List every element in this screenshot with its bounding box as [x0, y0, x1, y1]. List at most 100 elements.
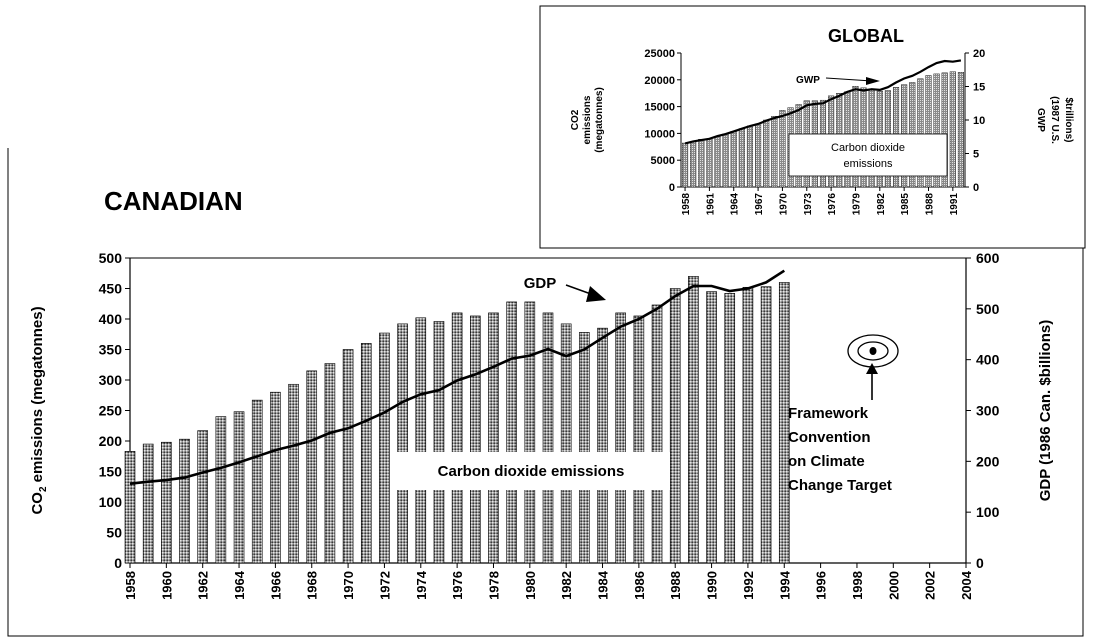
global-x-tick-label: 1958 [681, 193, 692, 216]
x-tick-label: 2002 [923, 571, 938, 600]
emission-bar [379, 332, 390, 564]
global-emission-bar [933, 73, 940, 188]
y-tick-label: 500 [99, 250, 123, 266]
global-y-axis-label-line: CO2 [570, 109, 581, 130]
y-tick-label: 300 [99, 372, 123, 388]
global-emission-bar [682, 142, 689, 188]
x-tick-label: 1958 [123, 571, 138, 600]
target-label-line: Change Target [788, 477, 892, 494]
gwp-arrowhead [866, 77, 880, 85]
global-emission-bar [941, 72, 948, 188]
global-y-tick-label: 15000 [644, 102, 675, 114]
global-emission-bar [755, 123, 762, 188]
global-emission-bar [746, 125, 754, 188]
global-emission-bar [698, 139, 705, 188]
x-tick-label: 1960 [159, 571, 174, 600]
global-y2-axis-label-line: $trillions) [1063, 97, 1074, 142]
emission-bar [270, 391, 281, 564]
x-tick-label: 1998 [850, 571, 865, 600]
global-emission-bar [690, 141, 697, 188]
global-emission-bar [925, 75, 932, 188]
y2-tick-label: 500 [976, 301, 1000, 317]
x-tick-label: 2004 [959, 570, 974, 600]
y-tick-label: 400 [99, 311, 123, 327]
emission-bar [651, 304, 663, 564]
y-tick-label: 250 [99, 403, 123, 419]
x-tick-label: 1970 [341, 571, 356, 600]
global-y-axis-label-line: emissions [582, 95, 593, 144]
emission-bar [615, 312, 626, 564]
global-emission-bar [763, 119, 770, 188]
global-emission-bar [738, 128, 745, 188]
emission-bar [251, 399, 263, 564]
x-tick-label: 1982 [559, 571, 574, 600]
global-y2-tick-label: 15 [973, 82, 985, 94]
global-emission-bar [714, 136, 721, 188]
global-y-tick-label: 0 [669, 182, 675, 194]
global-emission-bar [779, 110, 786, 188]
target-label-line: Convention [788, 429, 871, 446]
y2-tick-label: 0 [976, 555, 984, 571]
global-y2-tick-label: 5 [973, 149, 979, 161]
x-tick-label: 1986 [632, 571, 647, 600]
y-tick-label: 350 [99, 342, 123, 358]
y-axis-label: CO2 emissions (megatonnes) [29, 306, 49, 514]
x-tick-label: 1978 [486, 571, 501, 600]
x-tick-label: 2000 [886, 571, 901, 600]
emission-bar [688, 275, 699, 564]
emission-bar [397, 323, 408, 564]
global-emission-bar [949, 71, 956, 188]
emission-bar [179, 438, 190, 564]
emission-bar [161, 441, 172, 564]
x-tick-label: 1972 [377, 571, 392, 600]
emission-bar [470, 315, 481, 564]
x-tick-label: 1974 [414, 570, 429, 600]
emission-bar [142, 443, 154, 564]
x-tick-label: 1962 [196, 571, 211, 600]
y2-tick-label: 200 [976, 453, 1000, 469]
global-y-tick-label: 20000 [644, 75, 675, 87]
target-center-dot [869, 347, 877, 355]
global-x-tick-label: 1970 [778, 193, 789, 216]
global-x-tick-label: 1979 [851, 193, 862, 216]
x-tick-label: 1990 [705, 571, 720, 600]
emission-bar [524, 301, 536, 564]
global-x-tick-label: 1976 [827, 193, 838, 216]
emission-bar [760, 286, 772, 564]
global-x-tick-label: 1964 [730, 193, 741, 216]
global-y2-axis-label-line: (1987 U.S. [1049, 96, 1060, 144]
global-y2-axis-label-line: GWP [1035, 108, 1046, 132]
y2-axis-label: GDP (1986 Can. $billions) [1037, 320, 1054, 501]
canadian-title: CANADIAN [104, 186, 243, 216]
emission-bar [724, 293, 736, 564]
global-y-tick-label: 25000 [644, 48, 675, 60]
emission-bar [124, 451, 136, 564]
gdp-label: GDP [524, 275, 557, 292]
global-x-tick-label: 1967 [754, 193, 765, 216]
global-title: GLOBAL [828, 26, 904, 46]
emission-bar [324, 363, 336, 564]
x-tick-label: 1992 [741, 571, 756, 600]
y-tick-label: 200 [99, 433, 123, 449]
global-emission-bar [957, 72, 964, 188]
global-x-tick-label: 1961 [705, 193, 716, 216]
global-y2-tick-label: 20 [973, 48, 985, 60]
global-emission-bar [917, 78, 924, 188]
emission-bar [560, 323, 572, 564]
emission-bar [415, 317, 427, 564]
x-tick-label: 1988 [668, 571, 683, 600]
emission-bar [506, 301, 517, 564]
bar-label-box [392, 452, 670, 490]
global-x-tick-label: 1988 [924, 193, 935, 216]
emission-bar [342, 349, 354, 564]
global-bar-label-line: Carbon dioxide [831, 142, 905, 154]
emission-bar [597, 327, 608, 564]
emission-bar [633, 315, 645, 564]
emission-bar [306, 370, 318, 564]
x-tick-label: 1984 [596, 570, 611, 600]
gwp-arrow-line [825, 77, 873, 82]
y2-tick-label: 600 [976, 250, 1000, 266]
emission-bar [579, 332, 590, 564]
x-tick-label: 1996 [814, 571, 829, 600]
global-y-axis-label-line: (megatonnes) [594, 87, 605, 153]
